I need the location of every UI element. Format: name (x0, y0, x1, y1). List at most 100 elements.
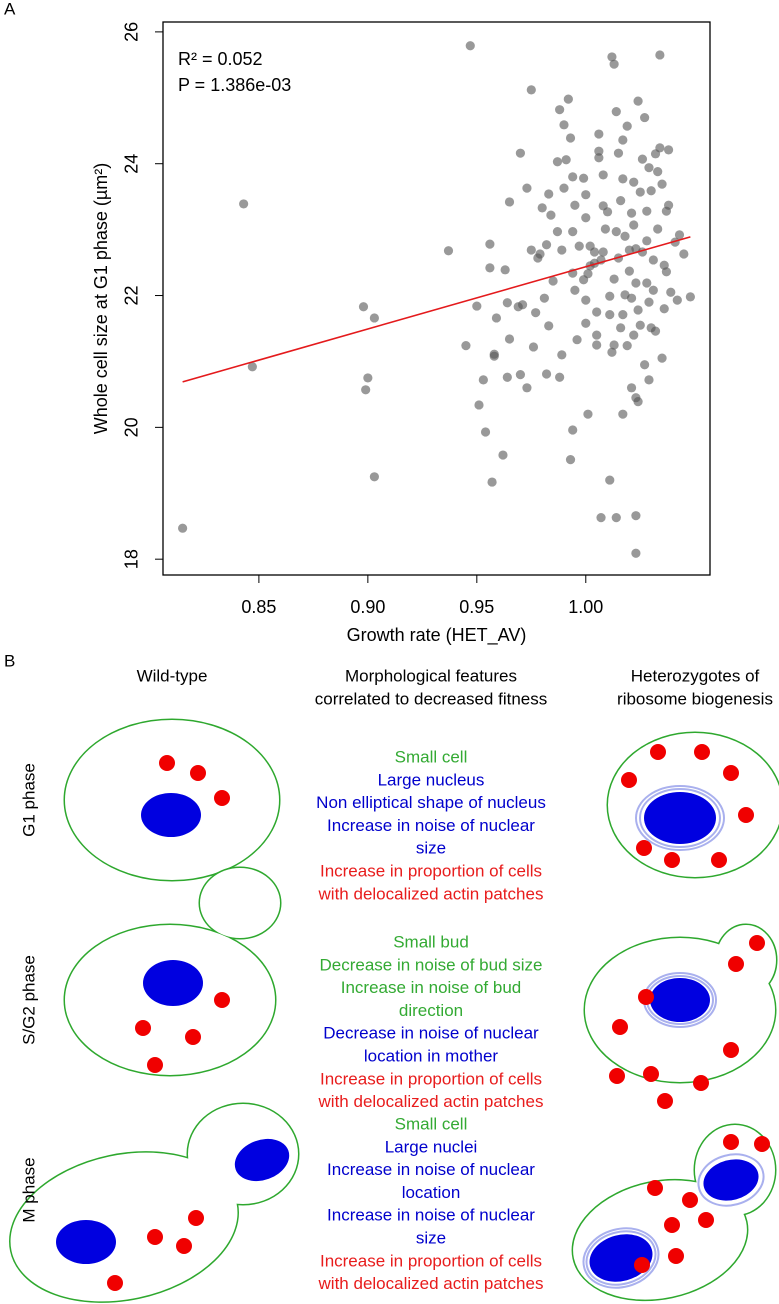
point (596, 513, 606, 523)
x-tick-label: 0.95 (459, 597, 494, 617)
feature: Non elliptical shape of nucleus (316, 793, 546, 812)
point (631, 548, 641, 558)
point (616, 323, 626, 333)
point (592, 307, 602, 317)
point (631, 511, 641, 521)
point (633, 305, 643, 315)
point (618, 174, 628, 184)
point (644, 375, 654, 385)
point (646, 186, 656, 196)
point (548, 276, 558, 286)
point (609, 274, 619, 284)
feature: Increase in noise of nuclear (327, 1206, 535, 1225)
x-axis-label: Growth rate (HET_AV) (347, 625, 527, 646)
y-tick-label: 18 (122, 549, 142, 569)
point (474, 400, 484, 410)
point (539, 293, 549, 303)
point (502, 372, 512, 382)
point (592, 340, 602, 350)
point (663, 200, 674, 210)
feature: Increase in noise of bud (341, 978, 522, 997)
point (642, 278, 652, 288)
point (594, 146, 604, 156)
point (465, 41, 475, 51)
point (637, 154, 648, 164)
point (611, 226, 621, 237)
point (504, 197, 515, 207)
point (661, 267, 672, 277)
feature: with delocalized actin patches (318, 1092, 544, 1111)
cell-diagrams (9, 718, 779, 1303)
point (602, 207, 613, 217)
feature: Increase in noise of nuclear (327, 816, 535, 835)
point (598, 170, 608, 180)
point (644, 297, 654, 307)
point (633, 397, 643, 407)
point (485, 263, 495, 273)
point (583, 269, 593, 279)
point (561, 155, 571, 165)
x-tick-label: 0.90 (350, 597, 385, 617)
point (611, 107, 621, 117)
point (616, 196, 626, 206)
point (672, 295, 682, 305)
point (600, 224, 610, 234)
point (363, 373, 373, 383)
point (648, 285, 658, 295)
point (626, 208, 637, 218)
point (568, 425, 578, 435)
point (239, 199, 249, 209)
point (581, 213, 591, 223)
point (622, 341, 632, 351)
point (502, 298, 512, 308)
point (605, 310, 615, 320)
point (515, 370, 526, 380)
point (487, 477, 497, 487)
point (613, 148, 624, 158)
annotation: R² = 0.052 (178, 49, 263, 69)
point (674, 230, 685, 240)
feature: with delocalized actin patches (318, 884, 544, 903)
point (557, 245, 567, 255)
point (552, 226, 563, 237)
point (544, 321, 554, 331)
point (559, 183, 569, 193)
panel-label: A (4, 0, 16, 18)
feature: Small cell (395, 747, 468, 766)
point (579, 173, 589, 183)
point (522, 183, 532, 193)
point (653, 167, 663, 177)
point (555, 105, 565, 115)
point (570, 285, 580, 295)
y-tick-label: 24 (122, 154, 142, 174)
nucleus (141, 793, 201, 837)
point (629, 177, 639, 187)
point (642, 206, 652, 216)
point (609, 340, 619, 350)
point (655, 143, 665, 153)
point (663, 145, 674, 155)
feature: location in mother (364, 1046, 499, 1065)
column-header: Heterozygotes of (631, 666, 760, 685)
point (531, 308, 541, 318)
point (563, 94, 573, 104)
point (535, 249, 545, 259)
point (515, 148, 526, 158)
point (574, 241, 584, 251)
point (618, 409, 628, 419)
point (537, 203, 547, 213)
point (650, 326, 661, 336)
point (642, 236, 652, 246)
y-axis-label: Whole cell size at G1 phase (µm²) (91, 163, 111, 434)
point (648, 255, 658, 265)
point (653, 224, 663, 234)
point (247, 362, 257, 372)
point (361, 385, 371, 395)
point (679, 249, 689, 259)
x-tick-label: 1.00 (568, 597, 603, 617)
point (369, 472, 379, 482)
point (581, 318, 591, 328)
point (626, 293, 637, 303)
feature: size (416, 1228, 446, 1247)
point (565, 455, 576, 465)
